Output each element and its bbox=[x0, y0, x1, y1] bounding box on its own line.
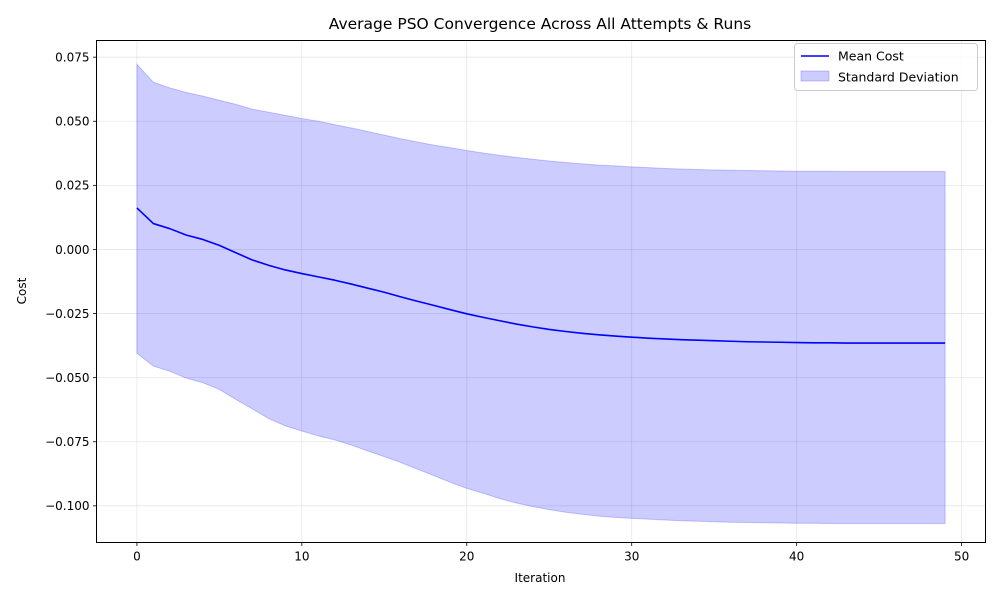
legend: Mean Cost Standard Deviation bbox=[794, 43, 978, 91]
grid-lines bbox=[96, 40, 986, 543]
legend-mean-cost-label: Mean Cost bbox=[838, 49, 904, 64]
x-tick-label: 10 bbox=[294, 550, 309, 564]
y-tick-label: −0.075 bbox=[45, 435, 89, 449]
legend-box bbox=[794, 43, 978, 91]
plot-area-frame bbox=[96, 40, 986, 543]
y-tick-label: 0.025 bbox=[55, 179, 89, 193]
std-band-layer bbox=[136, 63, 946, 525]
x-axis-ticks: 0 10 20 30 40 50 bbox=[133, 542, 969, 564]
y-axis-label: Cost bbox=[15, 277, 29, 304]
x-tick-label: 0 bbox=[133, 550, 141, 564]
y-tick-label: 0.050 bbox=[55, 115, 89, 129]
mean-cost-line bbox=[136, 207, 946, 344]
chart-title: Average PSO Convergence Across All Attem… bbox=[329, 15, 751, 33]
x-axis-label: Iteration bbox=[515, 571, 566, 585]
legend-std-dev-swatch bbox=[800, 70, 830, 82]
x-tick-label: 50 bbox=[954, 550, 969, 564]
y-tick-label: 0.075 bbox=[55, 50, 89, 64]
y-tick-label: −0.025 bbox=[45, 307, 89, 321]
x-tick-label: 40 bbox=[789, 550, 804, 564]
y-tick-label: −0.100 bbox=[45, 499, 89, 513]
y-axis-ticks: −0.100 −0.075 −0.050 −0.025 0.000 0.025 0.050 0… bbox=[45, 50, 97, 513]
y-tick-label: 0.000 bbox=[55, 243, 89, 257]
std-deviation-band bbox=[136, 63, 946, 525]
mean-line-layer bbox=[136, 207, 946, 344]
x-tick-label: 30 bbox=[624, 550, 639, 564]
x-tick-label: 20 bbox=[459, 550, 474, 564]
y-tick-label: −0.050 bbox=[45, 371, 89, 385]
legend-std-dev-label: Standard Deviation bbox=[838, 70, 959, 85]
